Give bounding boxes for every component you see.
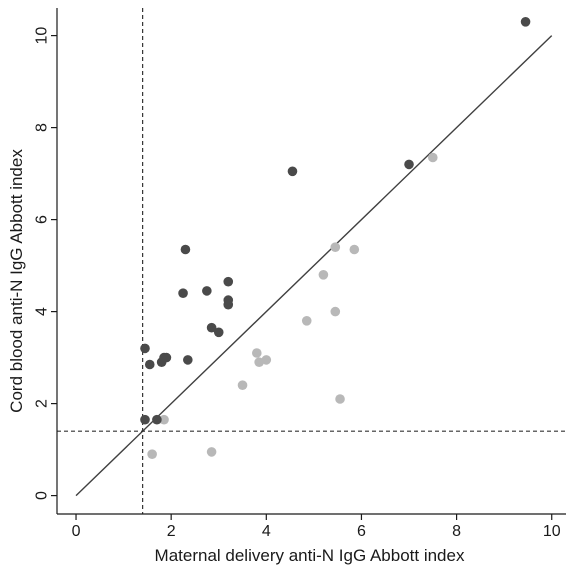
data-point	[202, 286, 212, 296]
data-point	[213, 327, 224, 338]
data-point	[147, 449, 157, 460]
data-point	[206, 322, 217, 333]
data-point	[349, 244, 360, 255]
y-tick-label: 10	[34, 27, 51, 45]
data-point	[330, 242, 341, 252]
plot-area	[57, 8, 566, 514]
data-point	[140, 414, 150, 425]
y-tick-label: 6	[34, 215, 51, 224]
data-point	[152, 414, 162, 425]
data-point	[261, 355, 272, 365]
data-point	[183, 355, 193, 365]
data-point	[223, 276, 234, 287]
data-point	[287, 166, 298, 177]
data-point	[161, 352, 172, 363]
data-point	[206, 447, 217, 457]
data-point	[237, 380, 248, 391]
y-tick-label: 0	[34, 491, 51, 500]
y-tick-label: 8	[34, 123, 51, 132]
data-point	[180, 244, 191, 255]
x-tick-label: 4	[262, 523, 271, 540]
data-point	[428, 152, 438, 163]
x-axis-label: Maternal delivery anti-N IgG Abbott inde…	[155, 546, 465, 565]
x-tick-label: 0	[72, 523, 81, 540]
data-point	[251, 348, 262, 358]
x-axis-ticks: 0 2 4 6 8 10	[72, 514, 561, 540]
y-tick-label: 2	[34, 399, 51, 408]
identity-line	[75, 35, 553, 497]
data-point	[144, 359, 155, 370]
data-point	[318, 270, 329, 280]
data-point	[178, 288, 188, 299]
y-tick-label: 4	[34, 307, 51, 316]
data-point	[223, 299, 234, 310]
x-tick-label: 2	[167, 523, 176, 540]
y-axis-ticks: 0 2 4 6 8 10	[34, 27, 57, 500]
y-axis-label: Cord blood anti-N IgG Abbott index	[7, 149, 26, 413]
data-point	[404, 159, 414, 170]
x-tick-label: 8	[452, 523, 461, 540]
data-point	[140, 343, 150, 354]
data-point	[330, 306, 341, 317]
data-point	[159, 414, 169, 425]
data-point	[301, 316, 312, 326]
x-tick-label: 10	[543, 523, 561, 540]
x-tick-label: 6	[357, 523, 366, 540]
data-point	[335, 394, 345, 404]
data-point	[520, 17, 531, 27]
